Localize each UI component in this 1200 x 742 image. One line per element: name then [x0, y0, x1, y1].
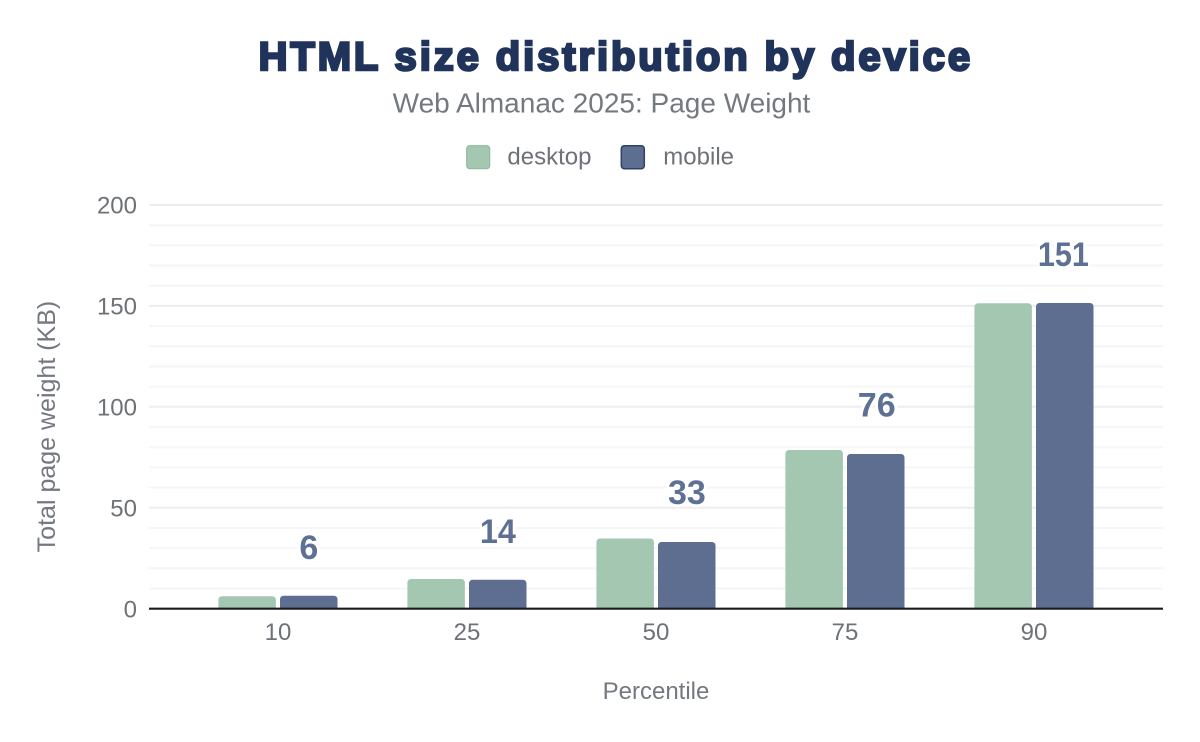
- svg-text:14: 14: [480, 513, 516, 551]
- svg-text:mobile: mobile: [663, 143, 734, 170]
- svg-text:6: 6: [299, 529, 318, 567]
- svg-text:90: 90: [1021, 619, 1048, 646]
- svg-text:75: 75: [832, 619, 859, 646]
- svg-text:Web Almanac 2025: Page Weight: Web Almanac 2025: Page Weight: [393, 88, 811, 119]
- svg-text:50: 50: [110, 495, 137, 522]
- svg-text:10: 10: [265, 619, 292, 646]
- svg-text:HTML size distribution by devi: HTML size distribution by device: [259, 35, 973, 79]
- svg-text:25: 25: [454, 619, 481, 646]
- svg-text:50: 50: [643, 619, 670, 646]
- svg-text:0: 0: [124, 596, 137, 623]
- svg-text:Total page weight (KB): Total page weight (KB): [33, 301, 61, 553]
- svg-text:100: 100: [97, 394, 137, 421]
- svg-text:150: 150: [97, 294, 137, 321]
- svg-text:desktop: desktop: [507, 143, 591, 170]
- svg-text:151: 151: [1038, 236, 1089, 274]
- svg-text:76: 76: [858, 387, 896, 425]
- svg-text:Percentile: Percentile: [603, 678, 710, 705]
- svg-text:33: 33: [668, 474, 706, 512]
- svg-text:200: 200: [97, 193, 137, 220]
